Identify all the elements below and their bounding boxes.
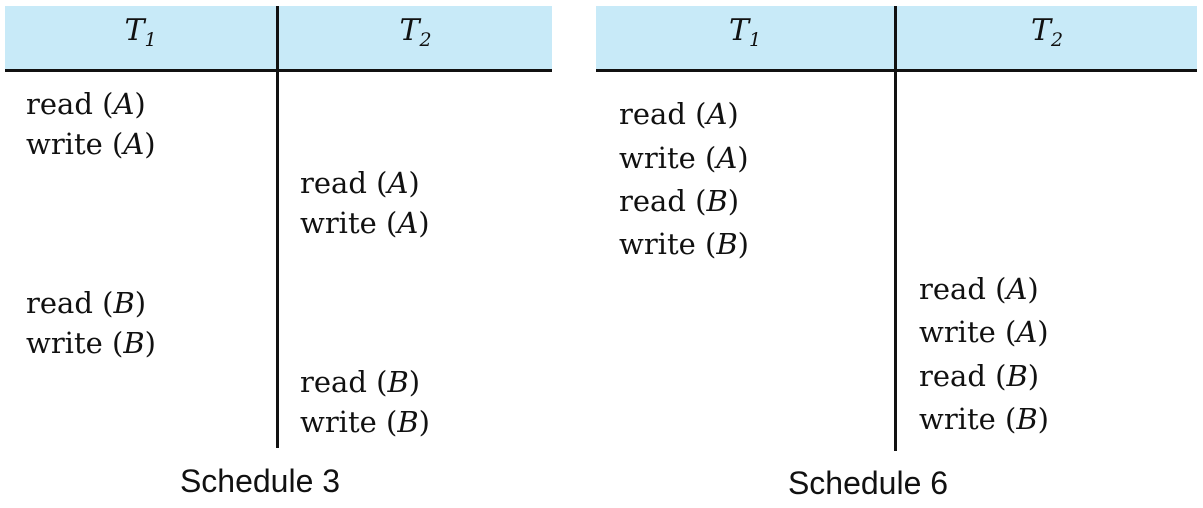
- schedule-3-column-divider: [276, 6, 279, 448]
- schedule-3-caption: Schedule 3: [179, 463, 341, 499]
- t2-label: T: [399, 13, 420, 48]
- schedule-6-op: write (A): [619, 141, 749, 175]
- schedule-3-op: write (A): [26, 127, 156, 161]
- schedule-6-caption: Schedule 6: [787, 465, 949, 501]
- schedule-3-op: write (B): [26, 326, 156, 360]
- schedule-6-op: read (B): [919, 359, 1040, 393]
- schedule-6-op: write (B): [919, 402, 1049, 436]
- schedule-3-op: read (A): [26, 87, 146, 121]
- schedule-3-t1-header: T1: [5, 0, 276, 66]
- schedule-6-op: read (A): [619, 97, 739, 131]
- t2-subscript: 2: [1050, 29, 1064, 51]
- t1-subscript: 1: [144, 29, 157, 51]
- schedule-6-t1-header: T1: [596, 0, 894, 66]
- schedule-6-op: write (A): [919, 315, 1049, 349]
- schedule-3-op: read (B): [300, 365, 421, 399]
- schedule-3-op: write (A): [300, 206, 430, 240]
- t2-subscript: 2: [419, 29, 432, 51]
- schedule-6-t2-header: T2: [897, 0, 1197, 66]
- schedule-6-op: write (B): [619, 227, 749, 261]
- schedule-6-op: read (A): [919, 272, 1039, 306]
- schedule-3-op: read (B): [26, 286, 147, 320]
- t1-subscript: 1: [748, 29, 762, 51]
- schedule-6-op: read (B): [619, 184, 740, 218]
- schedule-3-t2-header: T2: [279, 0, 552, 66]
- schedule-3-op: read (A): [300, 166, 420, 200]
- t1-label: T: [124, 13, 145, 48]
- t1-label: T: [728, 13, 749, 48]
- schedule-6-column-divider: [894, 6, 897, 451]
- schedule-3-op: write (B): [300, 405, 430, 439]
- t2-label: T: [1030, 13, 1051, 48]
